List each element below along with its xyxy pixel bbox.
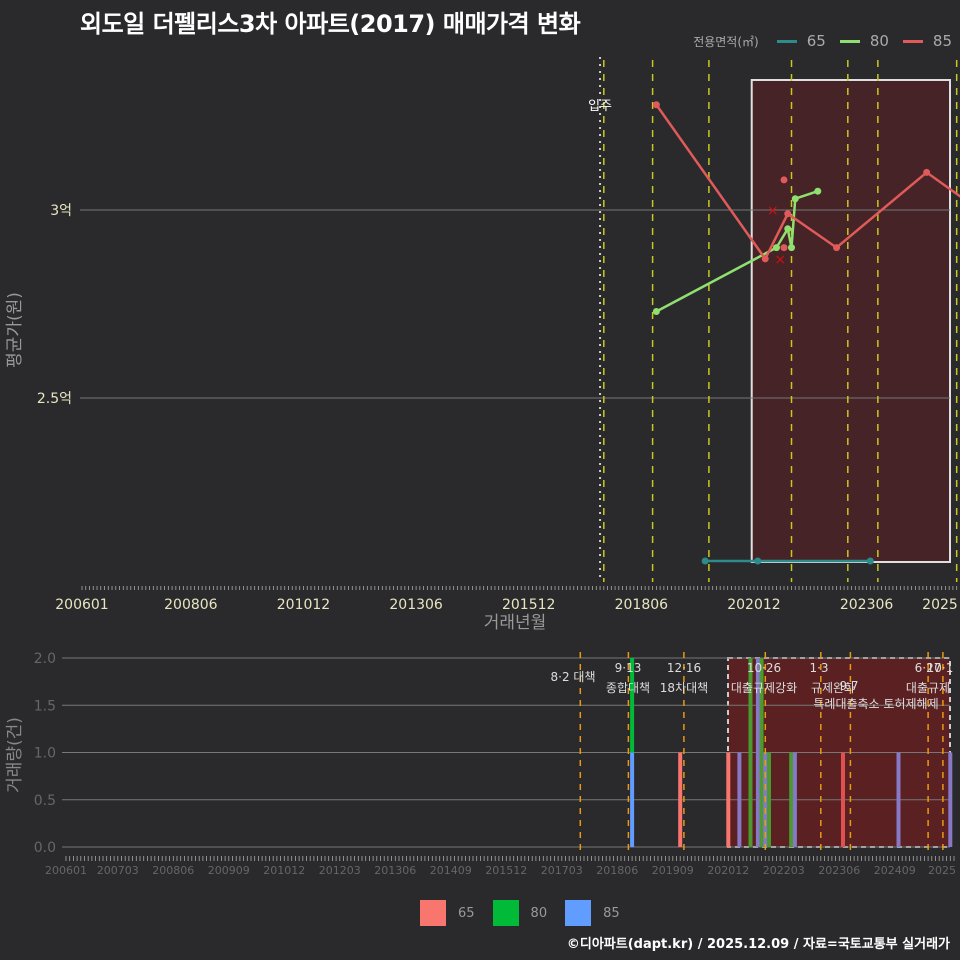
series-line-85 — [655, 103, 960, 262]
policy-label: 10·1 — [927, 661, 954, 675]
bar — [748, 658, 753, 847]
policy-label: 12·16 — [667, 661, 701, 675]
bar — [759, 658, 764, 847]
legend-bottom-label-80: 80 — [530, 905, 548, 921]
x-tick-label-bottom: 201203 — [319, 864, 361, 877]
x-tick-label-bottom: 202306 — [818, 864, 860, 877]
x-axis-title: 거래년월 — [484, 613, 547, 633]
policy-label: 10·26 — [747, 661, 781, 675]
svg-text:1.0: 1.0 — [34, 746, 56, 762]
x-tick-label-bottom: 202409 — [874, 864, 916, 877]
x-tick-label: 200806 — [164, 597, 218, 613]
policy-label: 규제완화 — [811, 681, 855, 695]
bar — [755, 658, 760, 847]
policy-label: 대출규제강화 — [731, 681, 797, 695]
y-tick-label: 3억 — [50, 203, 72, 219]
svg-text:0.0: 0.0 — [34, 840, 56, 856]
x-tick-label-bottom: 201909 — [652, 864, 694, 877]
legend-swatch-65 — [776, 39, 797, 43]
y-tick-label: 2.5억 — [37, 391, 72, 407]
legend-title: 전용면적(㎡) — [693, 34, 759, 49]
x-tick-label-bottom: 201806 — [596, 864, 638, 877]
x-tick-label: 2025 — [922, 597, 958, 613]
x-tick-label: 201512 — [502, 597, 555, 613]
bar — [767, 752, 771, 847]
x-tick-label-bottom: 201512 — [485, 864, 527, 877]
bar — [726, 752, 731, 847]
bar — [630, 752, 635, 847]
svg-text:1.5: 1.5 — [34, 698, 56, 714]
svg-text:0.5: 0.5 — [34, 793, 56, 809]
legend-label-80: 80 — [869, 32, 889, 50]
policy-label: 18차대책 — [660, 680, 708, 695]
bar — [737, 752, 742, 847]
policy-label: 9·13 — [615, 661, 642, 675]
x-tick-label: 201012 — [277, 597, 330, 613]
x-tick-label: 200601 — [55, 597, 108, 613]
x-tick-label-bottom: 201012 — [263, 864, 305, 877]
policy-label: 종합대책 — [606, 680, 650, 695]
footer-credit: ©디아파트(dapt.kr) / 2025.12.09 / 자료=국토교통부 실… — [566, 937, 950, 952]
x-tick-label: 201306 — [389, 597, 443, 613]
chart-title: 외도일 더펠리스3차 아파트(2017) 매매가격 변화 — [80, 10, 581, 38]
bar — [789, 752, 794, 847]
legend-swatch-80 — [839, 39, 860, 43]
bar — [896, 752, 901, 847]
series-line-80 — [655, 190, 819, 313]
x-tick-label: 201806 — [615, 597, 669, 613]
highlight-region — [750, 79, 951, 563]
x-tick-label-bottom: 201703 — [541, 864, 583, 877]
x-tick-label: 202012 — [727, 597, 780, 613]
x-tick-label-bottom: 201306 — [374, 864, 416, 877]
legend-label-85: 85 — [932, 32, 952, 50]
x-tick-label-bottom: 200601 — [45, 864, 87, 877]
legend-bottom: 65 80 85 — [420, 900, 638, 926]
bar — [948, 752, 953, 847]
policy-label: 6·27 — [915, 661, 942, 675]
x-tick-label: 202306 — [840, 597, 894, 613]
policy-label: 9·7 — [839, 679, 858, 693]
bar — [792, 752, 797, 847]
svg-text:거래량(건): 거래량(건) — [5, 717, 25, 793]
x-tick-label-bottom: 200806 — [152, 864, 194, 877]
annotation-move-in: 입주 — [588, 99, 612, 114]
legend-label-65: 65 — [806, 32, 826, 50]
x-tick-label-bottom: 200909 — [208, 864, 250, 877]
legend-bottom-swatch-85 — [565, 900, 592, 926]
y-axis-title: 평균가(원) — [5, 292, 25, 368]
policy-label: 8·2 대책 — [551, 669, 596, 684]
svg-text:×: × — [767, 203, 779, 219]
legend-bottom-label-85: 85 — [603, 905, 620, 921]
svg-text:2.0: 2.0 — [34, 651, 56, 667]
legend-bottom-swatch-80 — [492, 900, 519, 926]
legend-bottom-swatch-65 — [420, 900, 446, 926]
x-tick-label-bottom: 2025 — [928, 864, 956, 877]
x-tick-label-bottom: 200703 — [97, 864, 139, 877]
x-tick-label-bottom: 202203 — [763, 864, 805, 877]
legend-swatch-85 — [902, 39, 923, 43]
x-tick-label-bottom: 201409 — [430, 864, 472, 877]
bar — [678, 752, 683, 847]
bar — [841, 752, 845, 847]
policy-label: 대출규제 — [906, 681, 950, 695]
policy-label: 1·3 — [809, 661, 828, 675]
policy-label: 특례대출축소 토허제해제 — [813, 697, 938, 711]
legend-top: 전용면적(㎡) 65 80 85 — [693, 32, 952, 50]
x-tick-label-bottom: 202012 — [707, 864, 749, 877]
bar — [630, 658, 635, 753]
legend-bottom-label-65: 65 — [458, 905, 475, 921]
svg-text:×: × — [774, 252, 786, 268]
